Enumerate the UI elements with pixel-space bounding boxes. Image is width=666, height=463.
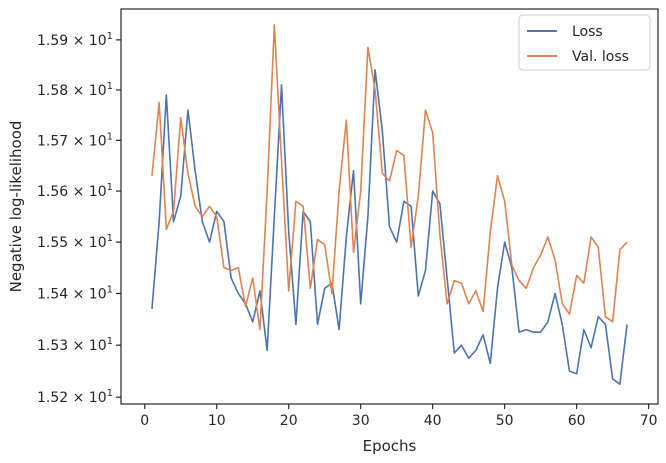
y-tick-label: 1.56 × 101 (37, 182, 113, 200)
series-group (151, 24, 628, 385)
x-tick-label: 40 (424, 413, 442, 429)
x-tick-label: 50 (496, 413, 514, 429)
plot-frame (120, 8, 659, 405)
y-tick-label: 1.54 × 101 (37, 284, 113, 302)
x-tick-label: 30 (352, 413, 370, 429)
x-tick-label: 60 (568, 413, 586, 429)
x-axis-label: Epochs (363, 437, 417, 455)
y-tick-label: 1.57 × 101 (37, 131, 113, 149)
y-tick-label: 1.53 × 101 (37, 336, 113, 354)
x-tick-label: 10 (208, 413, 226, 429)
legend: Loss Val. loss (518, 14, 651, 71)
series-line-1 (151, 24, 628, 331)
x-tick-label: 20 (280, 413, 298, 429)
y-tick-label: 1.52 × 101 (37, 388, 113, 406)
x-tick-label: 0 (140, 413, 149, 429)
y-tick-label: 1.55 × 101 (37, 233, 113, 251)
y-axis-label: Negative log-likelihood (7, 121, 25, 293)
x-axis: 0 10 20 30 40 50 60 70 (140, 404, 658, 429)
legend-label-loss: Loss (572, 24, 603, 40)
legend-label-val-loss: Val. loss (572, 49, 629, 65)
y-tick-label: 1.59 × 101 (37, 31, 113, 49)
x-tick-label: 70 (640, 413, 658, 429)
series-line-0 (151, 69, 628, 385)
y-tick-label: 1.58 × 101 (37, 81, 113, 99)
y-axis: 1.52 × 101 1.53 × 101 1.54 × 101 1.55 × 101… (37, 31, 121, 406)
